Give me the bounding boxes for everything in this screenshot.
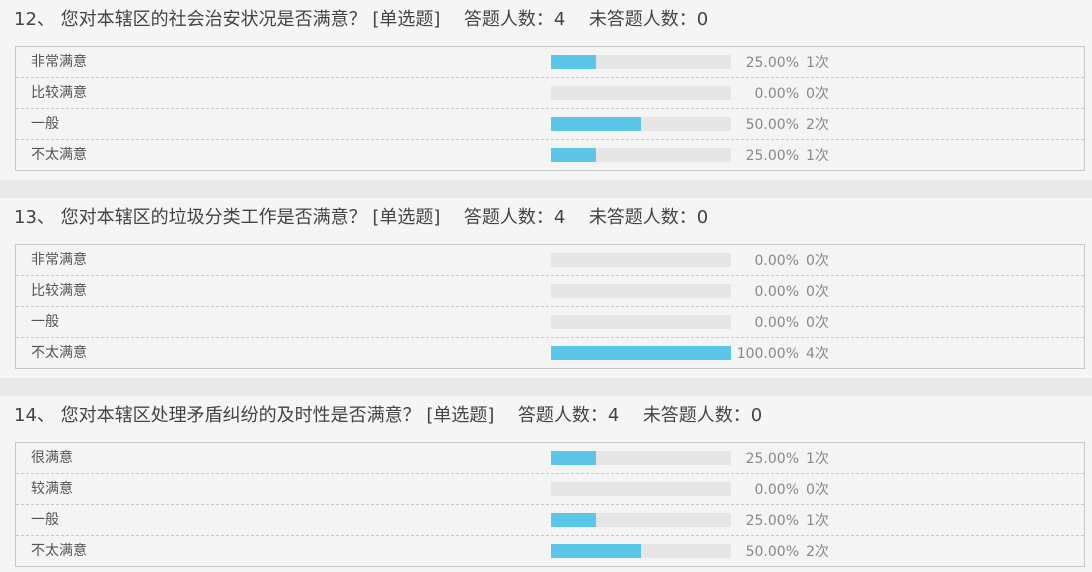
option-row: 不太满意 100.00% 4次 xyxy=(16,338,1084,368)
option-label: 一般 xyxy=(31,314,59,330)
option-percent: 50.00% xyxy=(745,544,799,560)
option-row: 一般 50.00% 2次 xyxy=(16,109,1084,140)
option-label: 比较满意 xyxy=(31,283,87,299)
option-percent: 0.00% xyxy=(754,482,799,498)
progress-bar xyxy=(551,253,731,267)
progress-bar xyxy=(551,513,731,527)
option-row: 很满意 25.00% 1次 xyxy=(16,443,1084,474)
option-percent: 0.00% xyxy=(754,253,799,269)
progress-fill xyxy=(551,55,596,69)
option-label: 比较满意 xyxy=(31,85,87,101)
option-label: 很满意 xyxy=(31,450,73,466)
options-table: 非常满意 0.00% 0次 比较满意 0.00% 0次 一般 0.00% 0次 … xyxy=(15,244,1085,369)
progress-bar xyxy=(551,117,731,131)
option-row: 一般 0.00% 0次 xyxy=(16,307,1084,338)
option-percent: 25.00% xyxy=(745,55,799,71)
option-percent: 25.00% xyxy=(745,513,799,529)
option-percent: 100.00% xyxy=(736,346,799,362)
progress-bar xyxy=(551,55,731,69)
question-number: 12、 xyxy=(14,9,55,30)
answered-count: 答题人数：4 xyxy=(517,405,620,426)
progress-fill xyxy=(551,451,596,465)
option-count: 2次 xyxy=(806,117,829,133)
option-label: 不太满意 xyxy=(31,345,87,361)
option-percent: 0.00% xyxy=(754,284,799,300)
question-text: 您对本辖区处理矛盾纠纷的及时性是否满意？ xyxy=(60,405,421,426)
progress-fill xyxy=(551,346,731,360)
option-count: 1次 xyxy=(806,451,829,467)
unanswered-count: 未答题人数：0 xyxy=(588,9,709,30)
option-percent: 25.00% xyxy=(745,451,799,467)
progress-bar xyxy=(551,544,731,558)
option-count: 1次 xyxy=(806,513,829,529)
option-percent: 0.00% xyxy=(754,315,799,331)
question-type: [单选题] xyxy=(426,405,495,426)
options-table: 很满意 25.00% 1次 较满意 0.00% 0次 一般 25.00% 1次 … xyxy=(15,442,1085,567)
progress-bar xyxy=(551,451,731,465)
option-label: 非常满意 xyxy=(31,252,87,268)
progress-fill xyxy=(551,148,596,162)
question-type: [单选题] xyxy=(372,207,441,228)
option-count: 0次 xyxy=(806,482,829,498)
question-number: 14、 xyxy=(14,405,55,426)
option-count: 4次 xyxy=(806,346,829,362)
progress-fill xyxy=(551,117,641,131)
option-row: 不太满意 50.00% 2次 xyxy=(16,536,1084,566)
unanswered-count: 未答题人数：0 xyxy=(588,207,709,228)
option-count: 1次 xyxy=(806,55,829,71)
option-count: 0次 xyxy=(806,253,829,269)
question-number: 13、 xyxy=(14,207,55,228)
answered-count: 答题人数：4 xyxy=(463,207,566,228)
option-label: 一般 xyxy=(31,116,59,132)
option-label: 不太满意 xyxy=(31,543,87,559)
option-row: 不太满意 25.00% 1次 xyxy=(16,140,1084,170)
answered-count: 答题人数：4 xyxy=(463,9,566,30)
option-count: 1次 xyxy=(806,148,829,164)
question-title: 12、 您对本辖区的社会治安状况是否满意？ [单选题] 答题人数：4 未答题人数… xyxy=(14,8,708,32)
progress-bar xyxy=(551,86,731,100)
options-table: 非常满意 25.00% 1次 比较满意 0.00% 0次 一般 50.00% 2… xyxy=(15,46,1085,171)
option-count: 2次 xyxy=(806,544,829,560)
option-label: 较满意 xyxy=(31,481,73,497)
option-label: 不太满意 xyxy=(31,147,87,163)
unanswered-count: 未答题人数：0 xyxy=(642,405,763,426)
progress-bar xyxy=(551,315,731,329)
question-14: 14、 您对本辖区处理矛盾纠纷的及时性是否满意？ [单选题] 答题人数：4 未答… xyxy=(0,396,1092,572)
progress-bar xyxy=(551,284,731,298)
option-row: 非常满意 25.00% 1次 xyxy=(16,47,1084,78)
option-label: 非常满意 xyxy=(31,54,87,70)
question-text: 您对本辖区的社会治安状况是否满意？ xyxy=(60,9,367,30)
option-percent: 50.00% xyxy=(745,117,799,133)
option-percent: 0.00% xyxy=(754,86,799,102)
question-type: [单选题] xyxy=(372,9,441,30)
option-row: 较满意 0.00% 0次 xyxy=(16,474,1084,505)
option-count: 0次 xyxy=(806,86,829,102)
option-row: 比较满意 0.00% 0次 xyxy=(16,78,1084,109)
progress-fill xyxy=(551,544,641,558)
progress-fill xyxy=(551,513,596,527)
question-title: 14、 您对本辖区处理矛盾纠纷的及时性是否满意？ [单选题] 答题人数：4 未答… xyxy=(14,404,762,428)
progress-bar xyxy=(551,346,731,360)
option-count: 0次 xyxy=(806,315,829,331)
option-row: 非常满意 0.00% 0次 xyxy=(16,245,1084,276)
option-row: 比较满意 0.00% 0次 xyxy=(16,276,1084,307)
question-title: 13、 您对本辖区的垃圾分类工作是否满意？ [单选题] 答题人数：4 未答题人数… xyxy=(14,206,708,230)
question-13: 13、 您对本辖区的垃圾分类工作是否满意？ [单选题] 答题人数：4 未答题人数… xyxy=(0,198,1092,378)
option-label: 一般 xyxy=(31,512,59,528)
option-count: 0次 xyxy=(806,284,829,300)
progress-bar xyxy=(551,482,731,496)
question-text: 您对本辖区的垃圾分类工作是否满意？ xyxy=(60,207,367,228)
progress-bar xyxy=(551,148,731,162)
question-12: 12、 您对本辖区的社会治安状况是否满意？ [单选题] 答题人数：4 未答题人数… xyxy=(0,0,1092,180)
option-percent: 25.00% xyxy=(745,148,799,164)
option-row: 一般 25.00% 1次 xyxy=(16,505,1084,536)
